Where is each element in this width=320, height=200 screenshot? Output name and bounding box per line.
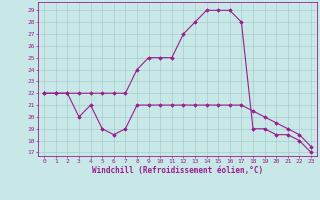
X-axis label: Windchill (Refroidissement éolien,°C): Windchill (Refroidissement éolien,°C) [92, 166, 263, 175]
